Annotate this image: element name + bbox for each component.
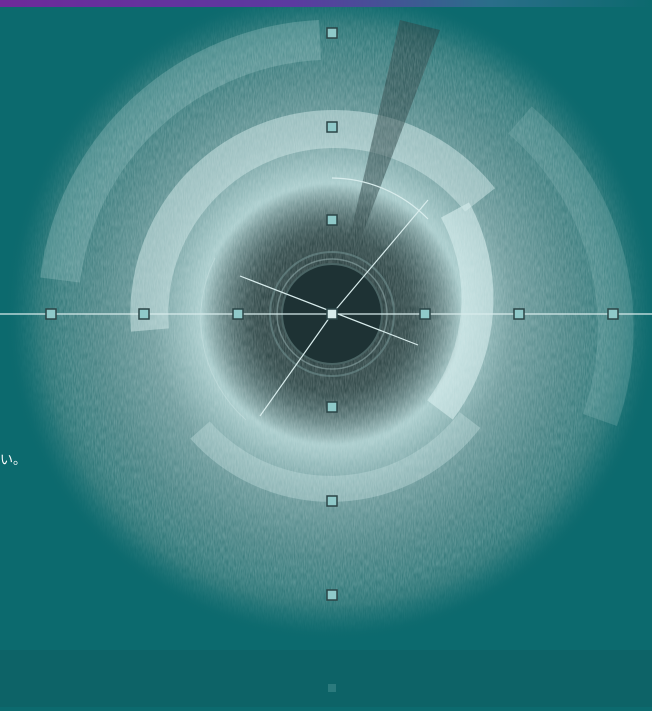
top-accent-bar [0, 0, 652, 7]
marker-handle[interactable] [607, 308, 619, 320]
measure-line-ne [331, 199, 429, 315]
measure-line-sw [259, 313, 333, 417]
marker-handle[interactable] [326, 27, 338, 39]
marker-handle[interactable] [326, 589, 338, 601]
marker-handle[interactable] [138, 308, 150, 320]
marker-handle[interactable] [326, 121, 338, 133]
measure-arc [331, 177, 429, 220]
marker-handle[interactable] [326, 401, 338, 413]
caption-fragment: い。 [0, 453, 27, 468]
marker-handle[interactable] [419, 308, 431, 320]
markers[interactable] [45, 27, 619, 692]
marker-handle[interactable] [326, 214, 338, 226]
marker-handle-faint[interactable] [328, 684, 336, 692]
marker-handle[interactable] [326, 495, 338, 507]
marker-handle[interactable] [513, 308, 525, 320]
marker-handle[interactable] [45, 308, 57, 320]
marker-handle[interactable] [232, 308, 244, 320]
marker-handle-center[interactable] [326, 308, 338, 320]
